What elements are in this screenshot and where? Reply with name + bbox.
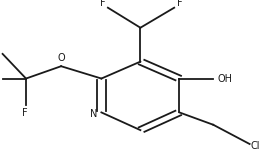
Text: O: O <box>57 53 65 63</box>
Text: OH: OH <box>217 74 232 83</box>
Text: F: F <box>177 0 182 8</box>
Text: Cl: Cl <box>251 141 260 150</box>
Text: F: F <box>100 0 106 8</box>
Text: N: N <box>90 109 97 119</box>
Text: F: F <box>22 108 28 118</box>
